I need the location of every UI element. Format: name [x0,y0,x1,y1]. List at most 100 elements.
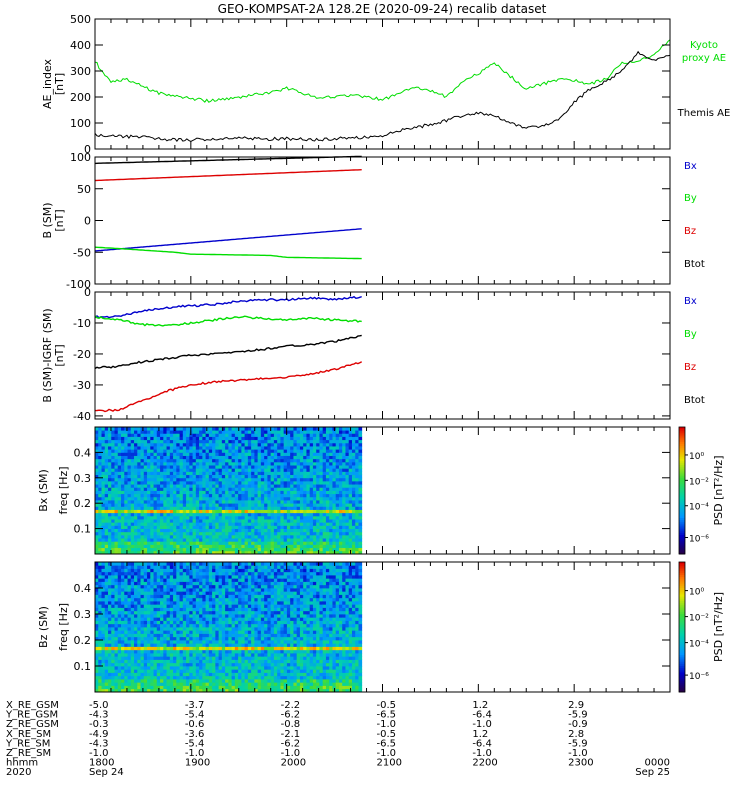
heatmap-cell [137,455,141,460]
heatmap-cell [225,455,229,460]
heatmap-cell [192,547,197,552]
heatmap-cell [160,604,164,608]
heatmap-cell [124,446,128,450]
heatmap-cell [260,452,265,456]
heatmap-cell [348,506,353,510]
heatmap-cell [130,601,135,605]
heatmap-cell [169,442,174,447]
heatmap-cell [104,461,109,466]
heatmap-cell [156,588,161,592]
heatmap-cell [140,575,145,579]
heatmap-cell [137,617,141,621]
heatmap-cell [267,547,272,552]
heatmap-cell [218,525,223,529]
heatmap-cell [299,503,304,507]
heatmap-cell [173,614,177,618]
heatmap-cell [247,477,252,482]
heatmap-cell [303,509,307,514]
colorbar-cell [679,551,685,555]
heatmap-cell [264,509,268,514]
heatmap-cell [101,669,106,673]
heatmap-cell [98,666,102,670]
heatmap-cell [182,679,187,683]
heatmap-cell [264,461,268,466]
heatmap-cell [329,509,333,514]
heatmap-cell [173,449,177,453]
heatmap-cell [147,623,151,628]
heatmap-cell [95,627,99,631]
heatmap-cell [153,617,158,621]
heatmap-cell [296,439,301,444]
heatmap-cell [186,436,190,441]
heatmap-cell [130,461,135,466]
heatmap-cell [212,474,216,479]
heatmap-cell [228,522,233,526]
heatmap-cell [95,633,99,638]
heatmap-cell [169,427,174,431]
heatmap-cell [156,528,161,533]
heatmap-cell [316,500,320,504]
heatmap-cell [283,515,288,520]
heatmap-cell [348,484,353,488]
heatmap-cell [153,581,158,586]
heatmap-cell [299,465,304,469]
heatmap-cell [137,682,141,686]
colorbar-cell [679,477,685,481]
heatmap-cell [273,471,278,476]
heatmap-cell [348,449,353,453]
heatmap-cell [179,659,184,664]
heatmap-cell [270,468,275,472]
heatmap-cell [147,550,151,555]
heatmap-cell [215,496,220,501]
heatmap-cell [192,649,197,654]
heatmap-cell [267,525,272,529]
heatmap-cell [163,591,167,595]
heatmap-cell [254,528,259,533]
heatmap-cell [182,581,187,586]
legend-entry: Btot [684,259,705,270]
heatmap-cell [195,522,200,526]
heatmap-cell [179,597,184,602]
heatmap-cell [205,477,210,482]
heatmap-cell [319,541,324,545]
heatmap-cell [114,630,119,634]
heatmap-cell [189,584,193,589]
heatmap-cell [238,512,242,517]
heatmap-cell [335,515,340,520]
heatmap-cell [270,455,275,460]
heatmap-cell [160,623,164,628]
heatmap-cell [299,547,304,552]
heatmap-cell [173,656,177,660]
heatmap-cell [192,656,197,660]
heatmap-cell [335,534,340,539]
heatmap-cell [143,617,148,621]
heatmap-cell [189,525,193,529]
heatmap-cell [127,617,132,621]
heatmap-cell [121,630,125,634]
heatmap-cell [156,480,161,485]
heatmap-cell [111,578,115,582]
heatmap-cell [342,487,346,491]
heatmap-cell [338,461,343,466]
heatmap-cell [156,461,161,466]
heatmap-cell [179,525,184,529]
heatmap-cell [111,512,115,517]
heatmap-cell [189,601,193,605]
heatmap-cell [127,575,132,579]
heatmap-cell [95,474,99,479]
heatmap-cell [114,534,119,539]
heatmap-cell [182,640,187,644]
heatmap-cell [95,541,99,545]
heatmap-cell [130,503,135,507]
colorbar-cell [679,490,685,494]
heatmap-cell [127,500,132,504]
heatmap-cell [345,541,350,545]
heatmap-cell [351,500,356,504]
heatmap-cell [316,487,320,491]
heatmap-cell [186,509,190,514]
heatmap-cell [114,591,119,595]
heatmap-cell [202,480,206,485]
heatmap-cell [290,544,294,549]
heatmap-cell [218,531,223,536]
heatmap-cell [247,538,252,542]
